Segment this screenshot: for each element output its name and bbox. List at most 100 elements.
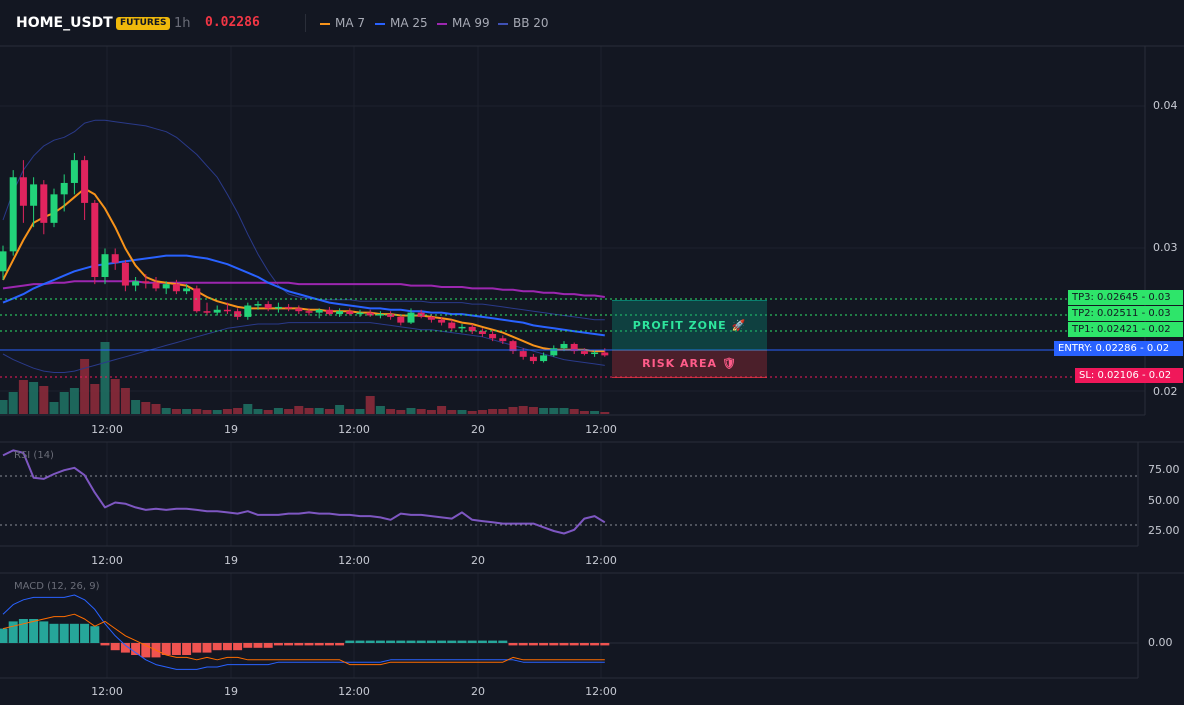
candle-body	[101, 254, 109, 277]
time-tick: 12:00	[91, 685, 123, 698]
macd-histogram-bar	[406, 640, 416, 643]
macd-histogram-bar	[243, 643, 253, 648]
ma7-line	[2, 187, 605, 353]
candle-body	[560, 343, 568, 349]
macd-histogram-bar	[49, 623, 59, 643]
volume-bar	[273, 408, 283, 414]
volume-bar	[263, 410, 273, 414]
candle-body	[111, 254, 119, 263]
volume-bar	[324, 409, 334, 414]
volume-bar	[365, 396, 375, 414]
macd-histogram-bar	[488, 640, 498, 643]
last-price: 0.02286	[205, 15, 260, 30]
time-tick: 12:00	[585, 685, 617, 698]
ma99-line	[2, 280, 605, 298]
volume-bar	[182, 409, 192, 414]
volume-bar	[600, 412, 610, 414]
macd-histogram-bar	[508, 643, 518, 646]
volume-bar	[375, 406, 385, 414]
time-tick: 20	[471, 554, 485, 567]
time-tick: 12:00	[585, 423, 617, 436]
candle-body	[285, 306, 293, 309]
macd-histogram-bar	[131, 643, 141, 655]
timeframe-selector[interactable]: 1h	[174, 16, 191, 31]
macd-histogram-bar	[304, 643, 314, 646]
volume-bar	[539, 408, 549, 414]
header-divider	[305, 14, 306, 32]
volume-bar	[559, 408, 569, 414]
legend-ma99[interactable]: MA 99	[437, 16, 490, 30]
rsi-line	[2, 449, 606, 535]
rsi-title: RSI (14)	[14, 450, 54, 461]
macd-histogram-bar	[39, 621, 49, 643]
macd-histogram-bar	[457, 640, 467, 643]
macd-histogram-bar	[284, 643, 294, 646]
candle-body	[397, 316, 405, 323]
macd-histogram-bar	[294, 643, 304, 646]
macd-histogram-bar	[365, 640, 375, 643]
rsi-pane	[0, 449, 1138, 535]
candle-body	[132, 281, 140, 286]
candle-body	[213, 309, 221, 313]
candle-body	[519, 351, 527, 357]
volume-bar	[171, 409, 181, 414]
legend-bb20[interactable]: BB 20	[498, 16, 549, 30]
volume-bar	[406, 408, 416, 414]
volume-bar	[335, 405, 345, 414]
time-tick: 12:00	[91, 554, 123, 567]
macd-histogram-bar	[182, 643, 192, 655]
volume-bar	[345, 409, 355, 414]
candle-body	[121, 262, 129, 286]
macd-histogram-bar	[161, 643, 171, 655]
candle-body	[274, 306, 282, 309]
candle-body	[325, 309, 333, 315]
candle-body	[580, 351, 588, 354]
candle-body	[142, 281, 150, 283]
candle-body	[509, 341, 517, 352]
macd-histogram-bar	[0, 628, 8, 643]
candle-body	[223, 309, 231, 312]
symbol-name[interactable]: HOME_USDT	[16, 15, 113, 31]
volume-bar	[386, 409, 396, 414]
trade-levels	[0, 298, 1145, 378]
time-tick: 20	[471, 685, 485, 698]
macd-histogram-bar	[233, 643, 243, 651]
time-tick: 19	[224, 685, 238, 698]
volume-bar	[437, 406, 447, 414]
volume-bar	[110, 379, 120, 414]
macd-histogram-bar	[416, 640, 426, 643]
macd-histogram-bar	[375, 640, 385, 643]
legend-ma25[interactable]: MA 25	[375, 16, 428, 30]
macd-histogram-bar	[100, 643, 110, 646]
ma25-swatch	[375, 22, 385, 25]
macd-pane	[0, 594, 1138, 670]
candle-body	[172, 284, 180, 292]
volume-bar	[202, 410, 212, 414]
volume-bar	[222, 409, 232, 414]
bollinger-bands	[2, 119, 605, 373]
candle-body	[203, 311, 211, 313]
volume-bar	[457, 410, 467, 414]
candle-body	[346, 311, 354, 315]
macd-histogram-bar	[324, 643, 334, 646]
candle-body	[570, 343, 578, 352]
candle-body	[407, 312, 415, 323]
macd-tick-0: 0.00	[1148, 636, 1173, 649]
volume-bar	[426, 410, 436, 414]
candle-body	[244, 305, 252, 317]
rsi-tick-50: 50.00	[1148, 494, 1180, 507]
tp2-label: TP2: 0.02511 - 0.03	[1068, 306, 1183, 321]
volume-bar	[212, 410, 222, 414]
candlesticks	[0, 153, 609, 364]
volume-bar	[0, 400, 8, 414]
macd-histogram-bar	[590, 643, 600, 646]
time-tick: 20	[471, 423, 485, 436]
candle-body	[40, 184, 48, 223]
volume-bar	[528, 407, 538, 414]
profit-zone: PROFIT ZONE 🚀	[612, 300, 767, 351]
legend-ma7[interactable]: MA 7	[320, 16, 365, 30]
volume-bar	[498, 409, 508, 414]
ma99-swatch	[437, 22, 447, 25]
macd-histogram-bar	[18, 619, 28, 643]
